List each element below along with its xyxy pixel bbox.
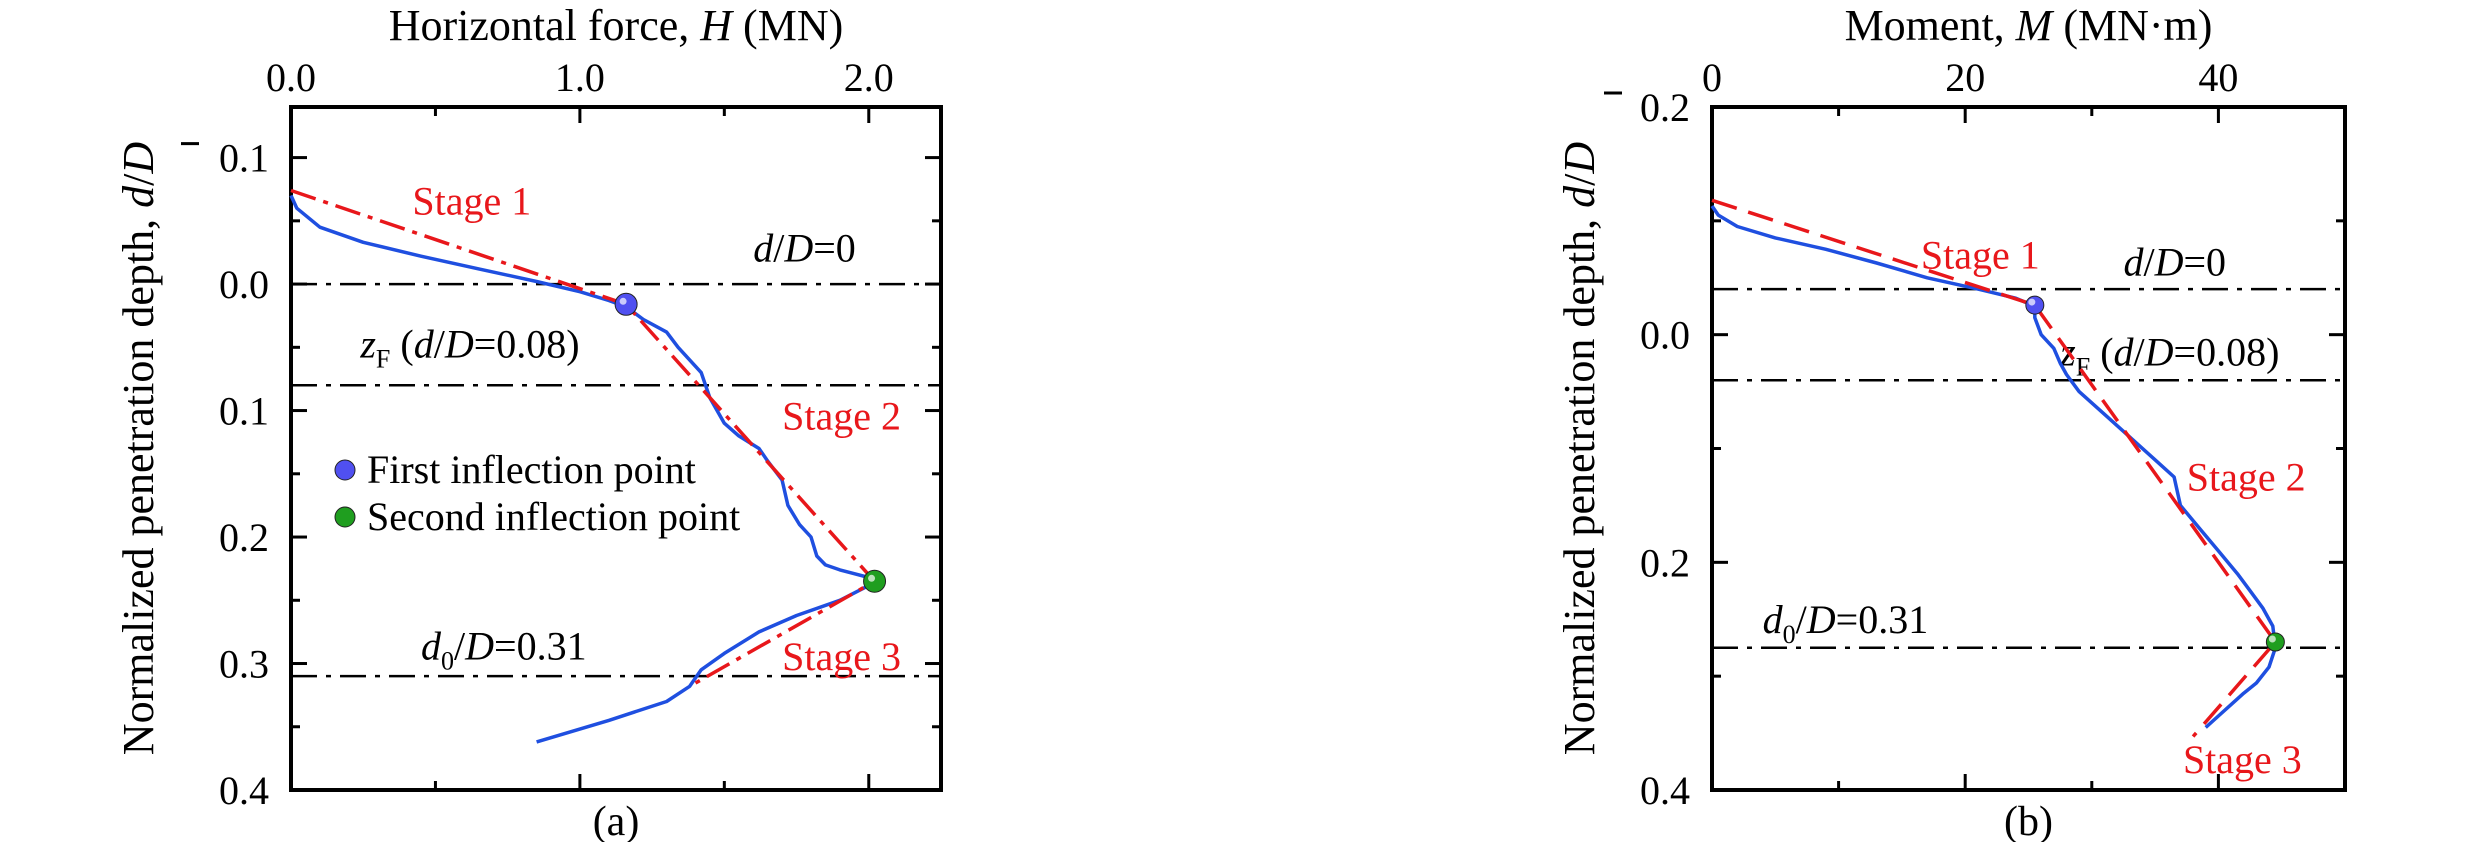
ref-label-subscript: F	[376, 344, 390, 373]
inflection-point-marker	[614, 292, 638, 316]
plot-frame	[289, 105, 943, 792]
ref-label-paren: (	[390, 321, 413, 366]
reference-line-label: d0/D=0.31	[421, 624, 587, 676]
y-axis-title-variable: d	[1555, 185, 1604, 208]
y-tick-label: 0.2	[1640, 85, 1690, 130]
y-axis-title: Normalized penetration depth, d/D	[1555, 142, 1604, 756]
inflection-point-marker	[863, 569, 887, 593]
marker-highlight	[2028, 298, 2036, 306]
ref-label-paren: (	[2090, 329, 2113, 374]
measured-curve	[1710, 205, 2278, 729]
ref-label-slash: /	[2143, 239, 2155, 284]
panel-label: (a)	[593, 799, 640, 842]
x-axis-title-unit: (MN)	[732, 1, 843, 50]
ref-label-value: =0.08)	[474, 321, 580, 366]
stage-label: Stage 1	[1921, 233, 2040, 278]
inflection-point-marker	[2025, 295, 2045, 315]
ref-label-var: d	[2123, 239, 2144, 284]
y-tick-label: 0.0	[1640, 313, 1690, 358]
stage-label: Stage 2	[2187, 455, 2306, 500]
marker-highlight	[619, 297, 627, 305]
ref-label-slash: /	[773, 225, 785, 270]
ref-label-value: =0.08)	[2174, 329, 2280, 374]
x-axis-title-prefix: Horizontal force,	[389, 1, 701, 50]
y-axis-title-variable2: D	[114, 142, 163, 175]
ref-label-value: =0	[2183, 239, 2226, 284]
ref-label-symbol: z	[359, 321, 376, 366]
ref-label-var: d	[753, 225, 774, 270]
stage-trend-line	[290, 188, 878, 688]
x-axis-title-variable: H	[699, 1, 734, 50]
ref-label-var2: D	[783, 225, 813, 270]
y-axis-title-separator: /	[114, 173, 163, 186]
x-tick-label: 20	[1945, 55, 1985, 100]
ref-label-subscript: 0	[441, 647, 454, 676]
y-tick-label: 0.1	[219, 136, 269, 181]
stage-label: Stage 3	[2183, 737, 2302, 782]
y-tick-label: 0.4	[219, 768, 269, 813]
y-tick-label: 0.2	[1640, 540, 1690, 585]
ref-label-slash: /	[2134, 329, 2146, 374]
ref-label-var2: D	[444, 321, 474, 366]
ref-label-var: d	[414, 321, 435, 366]
ref-label-var: d	[2114, 329, 2135, 374]
y-axis-title-separator: /	[1555, 173, 1604, 186]
y-tick-label: 0.1	[219, 389, 269, 434]
chart-panel-a: 0.0 1.0 2.0 0.1 0.0 0.1 0.2 0.3 0.4 Horizontal fo…	[114, 1, 943, 842]
stage-label: Stage 2	[782, 394, 901, 439]
reference-line-label: d0/D=0.31	[1763, 597, 1929, 649]
x-axis-title-unit: (MN·m)	[2052, 1, 2212, 50]
ref-label-var: d	[1763, 597, 1784, 642]
y-tick-label: 0.0	[219, 262, 269, 307]
stage-trend-line	[1711, 198, 2278, 738]
x-tick-label: 2.0	[844, 55, 894, 100]
x-tick-label: 0.0	[266, 55, 316, 100]
reference-line-label: d/D=0	[753, 225, 856, 270]
reference-line-label: zF (d/D=0.08)	[2059, 329, 2279, 381]
legend-entry-label: First inflection point	[367, 447, 696, 492]
ref-label-var2: D	[1806, 597, 1836, 642]
x-tick-label: 40	[2198, 55, 2238, 100]
stage-label: Stage 3	[782, 634, 901, 679]
panel-label: (b)	[2004, 799, 2053, 842]
y-tick-label: 0.3	[219, 642, 269, 687]
stage-label: Stage 1	[412, 179, 531, 224]
ref-label-slash: /	[434, 321, 446, 366]
x-tick-label: 1.0	[555, 55, 605, 100]
y-tick-label: 0.4	[1640, 768, 1690, 813]
x-axis-title: Moment, M (MN·m)	[1845, 1, 2213, 50]
ref-label-subscript: F	[2076, 352, 2090, 381]
marker-highlight	[868, 574, 876, 582]
marker-highlight	[2268, 635, 2276, 643]
ref-label-subscript: 0	[1783, 620, 1796, 649]
y-axis-title-main: Normalized penetration depth,	[1555, 208, 1604, 755]
x-axis-title: Horizontal force, H (MN)	[389, 1, 844, 50]
ref-label-value: =0.31	[1836, 597, 1929, 642]
y-axis-title: Normalized penetration depth, d/D	[114, 142, 163, 756]
ref-label-value: =0	[813, 225, 856, 270]
legend-marker	[334, 506, 356, 528]
x-tick-label: 0	[1702, 55, 1722, 100]
ref-label-var2: D	[464, 624, 494, 669]
reference-line-label: zF (d/D=0.08)	[359, 321, 579, 373]
legend-marker	[334, 459, 356, 481]
reference-line-label: d/D=0	[2123, 239, 2226, 284]
legend-entry-label: Second inflection point	[367, 494, 740, 539]
ref-label-var: d	[421, 624, 442, 669]
ref-label-value: =0.31	[494, 624, 587, 669]
inflection-point-marker	[2265, 632, 2285, 652]
ref-label-slash: /	[454, 624, 466, 669]
y-axis-title-main: Normalized penetration depth,	[114, 208, 163, 755]
ref-label-var2: D	[2144, 329, 2174, 374]
x-axis-title-variable: M	[2015, 1, 2055, 50]
y-axis-title-variable2: D	[1555, 142, 1604, 175]
x-axis-title-prefix: Moment,	[1845, 1, 2016, 50]
ref-label-var2: D	[2154, 239, 2184, 284]
chart-panel-b: 0 20 40 0.2 0.0 0.2 0.4 Moment, M (MN·m) Normali…	[1555, 1, 2347, 842]
y-tick-label: 0.2	[219, 515, 269, 560]
y-axis-title-variable: d	[114, 185, 163, 208]
ref-label-slash: /	[1796, 597, 1808, 642]
